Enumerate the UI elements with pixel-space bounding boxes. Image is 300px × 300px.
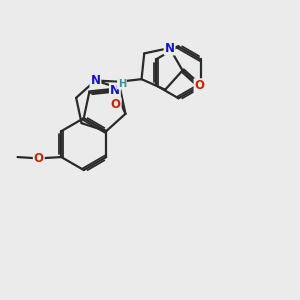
Text: O: O: [194, 79, 205, 92]
Text: N: N: [110, 84, 120, 97]
Text: H: H: [118, 79, 126, 89]
Text: O: O: [34, 152, 44, 165]
Text: O: O: [111, 98, 121, 111]
Text: N: N: [165, 41, 175, 55]
Text: N: N: [90, 74, 100, 87]
